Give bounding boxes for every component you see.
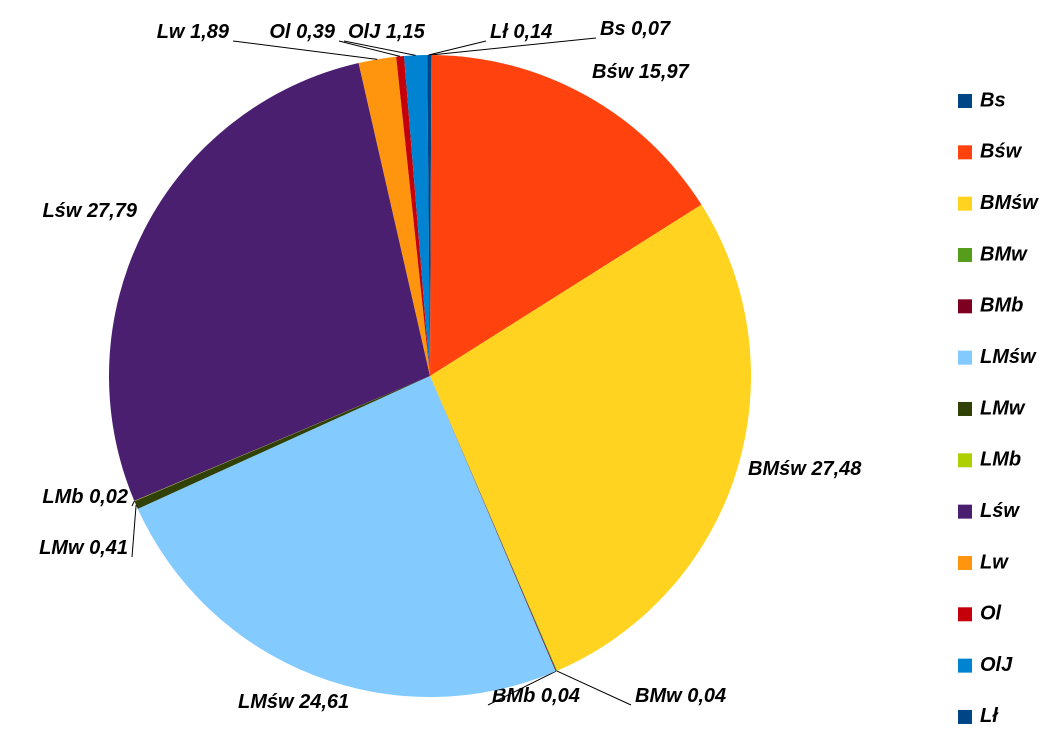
label-value: 24,61: [298, 691, 349, 713]
label-value: 0,07: [631, 18, 671, 40]
data-label: Lł 0,14: [490, 21, 552, 43]
pie-slice: [430, 376, 557, 672]
pie-slice: [358, 56, 430, 377]
pie-slice: [134, 376, 430, 502]
pie-slice: [430, 55, 702, 376]
data-label: BMb 0,04: [492, 685, 580, 707]
leader-line: [556, 670, 632, 706]
legend-label: LMśw: [980, 346, 1037, 368]
pie-slice: [134, 376, 430, 509]
label-category: Bśw: [592, 61, 635, 83]
label-category: LMw: [39, 537, 85, 559]
legend-label: Lw: [980, 551, 1009, 573]
data-label: Bśw 15,97: [592, 61, 690, 83]
legend-label: LMw: [980, 397, 1026, 419]
legend-swatch: [958, 247, 972, 262]
legend-label: Ol: [980, 603, 1002, 625]
data-label: Lśw 27,79: [42, 200, 137, 222]
pie-slice: [430, 204, 752, 671]
legend-swatch: [958, 658, 972, 673]
leader-line: [343, 40, 416, 56]
label-value: 0,04: [541, 685, 580, 707]
label-category: LMb: [42, 486, 83, 508]
legend-label: BMw: [980, 243, 1028, 265]
label-category: Ol: [269, 21, 291, 43]
data-label: LMw 0,41: [39, 537, 128, 559]
label-value: 0,41: [89, 537, 128, 559]
data-label: LMśw 24,61: [238, 691, 349, 713]
pie-slice: [430, 55, 432, 376]
label-category: BMb: [492, 685, 535, 707]
data-label: Ol 0,39: [269, 21, 335, 43]
pie-slice: [427, 55, 430, 376]
legend-swatch: [958, 709, 972, 724]
legend-swatch: [958, 196, 972, 211]
data-label: Lw 1,89: [157, 21, 230, 43]
pie-slice: [404, 55, 430, 376]
label-value: 15,97: [639, 61, 690, 83]
leader-line: [131, 500, 135, 507]
legend-label: Lł: [980, 705, 999, 727]
leader-line: [232, 40, 378, 60]
legend-label: Bśw: [980, 141, 1023, 163]
label-value: 0,04: [687, 685, 726, 707]
leader-line: [428, 40, 487, 56]
label-value: 0,14: [513, 21, 552, 43]
legend-swatch: [958, 555, 972, 570]
label-value: 27,79: [86, 200, 138, 222]
data-label: OlJ 1,15: [348, 21, 426, 43]
legend-swatch: [958, 145, 972, 160]
pie-slice: [430, 376, 558, 672]
leader-line: [487, 670, 557, 706]
data-label: LMb 0,02: [42, 486, 128, 508]
legend-swatch: [958, 504, 972, 519]
pie-slice: [396, 56, 430, 377]
legend-swatch: [958, 401, 972, 416]
label-category: LMśw: [238, 691, 295, 713]
data-label: Bs 0,07: [600, 18, 671, 40]
legend-label: OlJ: [980, 654, 1013, 676]
leader-line: [430, 37, 597, 56]
legend-label: LMb: [980, 449, 1021, 471]
label-category: Lł: [490, 21, 509, 43]
data-label: BMśw 27,48: [748, 458, 862, 480]
legend-label: Lśw: [980, 500, 1020, 522]
pie-slice: [109, 63, 430, 501]
label-value: 27,48: [810, 458, 862, 480]
label-value: 1,89: [190, 21, 230, 43]
legend-swatch: [958, 299, 972, 314]
legend-swatch: [958, 94, 972, 108]
label-category: Lśw: [42, 200, 82, 222]
label-category: BMśw: [748, 458, 807, 480]
legend-label: BMśw: [980, 192, 1039, 214]
pie-slice: [137, 376, 556, 697]
legend-label: Bs: [980, 89, 1006, 111]
label-category: Bs: [600, 18, 626, 40]
leader-line: [338, 40, 401, 57]
label-category: Lw: [157, 21, 186, 43]
label-value: 0,02: [89, 486, 128, 508]
leader-line: [131, 505, 137, 558]
label-category: BMw: [635, 685, 683, 707]
label-value: 1,15: [386, 21, 426, 43]
legend-swatch: [958, 607, 972, 622]
label-value: 0,39: [296, 21, 336, 43]
data-label: BMw 0,04: [635, 685, 726, 707]
legend-swatch: [958, 453, 972, 468]
label-category: OlJ: [348, 21, 381, 43]
legend-label: BMb: [980, 295, 1023, 317]
legend-swatch: [958, 350, 972, 365]
